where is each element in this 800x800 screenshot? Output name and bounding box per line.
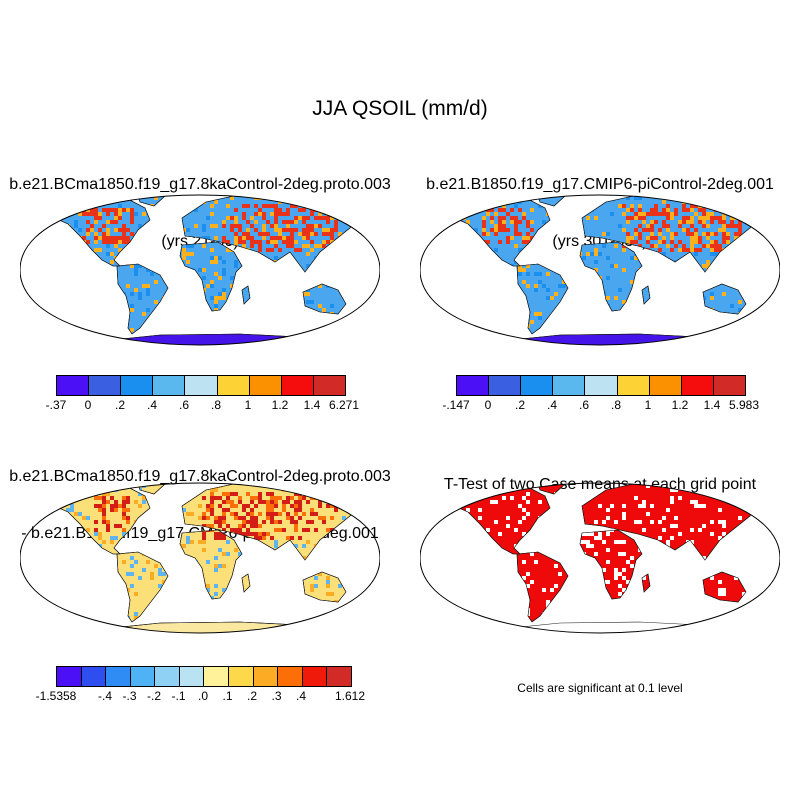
colorbar-swatch — [130, 667, 156, 686]
panel-1-title-line1: b.e21.BCma1850.f19_g17.8kaControl-2deg.p… — [9, 176, 391, 193]
colorbar-tick-label: -.3 — [122, 689, 137, 703]
map-land-southAmerica — [116, 263, 169, 335]
colorbar-panel-2 — [456, 375, 746, 396]
colorbar-tick-label: .4 — [146, 398, 158, 412]
colorbar-swatch — [489, 376, 522, 395]
colorbar-tick-label: 1.612 — [334, 689, 366, 703]
map-outline — [20, 482, 380, 634]
figure-title: JJA QSOIL (mm/d) — [312, 97, 488, 120]
colorbar-swatch — [217, 376, 250, 395]
colorbar-swatch — [179, 667, 205, 686]
colorbar-tick-label: 0 — [84, 398, 92, 412]
map-land-southAmerica — [516, 263, 569, 335]
colorbar-swatch — [57, 667, 82, 686]
colorbar-tick-label: .8 — [210, 398, 222, 412]
map-outline — [420, 194, 780, 346]
colorbar-tick-label: 6.271 — [328, 398, 360, 412]
map-outline — [20, 194, 380, 346]
colorbar-tick-label: -.37 — [45, 398, 67, 412]
map-panel-4-ttest — [420, 482, 780, 634]
colorbar-swatch — [521, 376, 554, 395]
colorbar-tick-label: .4 — [546, 398, 558, 412]
colorbar-swatch — [153, 376, 186, 395]
map-land-northAmerica — [41, 483, 151, 555]
map-land-madagascar — [641, 285, 651, 305]
colorbar-swatch — [278, 667, 303, 686]
colorbar-swatch — [106, 667, 131, 686]
colorbar-tick-label: .1 — [222, 689, 233, 703]
colorbar-tick-label: .6 — [178, 398, 190, 412]
map-panel-2 — [420, 194, 780, 346]
colorbar-tick-label: 0 — [484, 398, 492, 412]
colorbar-panel-1 — [56, 375, 346, 396]
colorbar-panel-2-ticks: -.147 0 .2 .4 .6 .8 1 1.2 1.4 5.983 — [442, 398, 759, 414]
colorbar-tick-label: -.2 — [146, 689, 162, 703]
colorbar-tick-label: .8 — [610, 398, 622, 412]
colorbar-swatch — [617, 376, 650, 395]
map-land-madagascar — [241, 573, 251, 593]
colorbar-panel-3 — [56, 666, 352, 687]
colorbar-tick-label: 1.4 — [303, 398, 321, 412]
colorbar-tick-label: -1.5358 — [35, 689, 77, 703]
colorbar-swatch — [185, 376, 218, 395]
colorbar-swatch — [204, 667, 230, 686]
colorbar-tick-label: 1 — [244, 398, 252, 412]
colorbar-swatch — [302, 667, 328, 686]
colorbar-panel-1-ticks: -.37 0 .2 .4 .6 .8 1 1.2 1.4 6.271 — [46, 398, 359, 414]
colorbar-swatch — [585, 376, 618, 395]
colorbar-swatch — [553, 376, 586, 395]
colorbar-tick-label: .4 — [295, 689, 307, 703]
colorbar-swatch — [327, 667, 351, 686]
colorbar-swatch — [681, 376, 714, 395]
colorbar-tick-label: .3 — [271, 689, 282, 703]
colorbar-tick-label: .2 — [246, 689, 258, 703]
colorbar-tick-label: .6 — [578, 398, 590, 412]
map-land-northAmerica — [41, 195, 151, 267]
map-land-madagascar — [241, 285, 251, 305]
colorbar-swatch — [249, 376, 282, 395]
map-panel-3-difference — [20, 482, 380, 634]
colorbar-swatch — [253, 667, 279, 686]
panel-2-title-line1: b.e21.B1850.f19_g17.CMIP6-piControl-2deg… — [426, 176, 774, 193]
colorbar-swatch — [229, 667, 254, 686]
colorbar-swatch — [155, 667, 180, 686]
colorbar-swatch — [121, 376, 154, 395]
colorbar-tick-label: -.147 — [442, 398, 470, 412]
colorbar-tick-label: 1 — [644, 398, 652, 412]
colorbar-swatch — [89, 376, 122, 395]
map-land-australia — [702, 571, 747, 603]
colorbar-tick-label: .2 — [514, 398, 526, 412]
colorbar-tick-label: .0 — [197, 689, 209, 703]
significance-note: Cells are significant at 0.1 level — [517, 681, 683, 695]
colorbar-tick-label: -.1 — [171, 689, 186, 703]
colorbar-tick-label: 1.2 — [671, 398, 689, 412]
colorbar-swatch — [57, 376, 90, 395]
colorbar-swatch — [281, 376, 314, 395]
map-outline — [420, 482, 780, 634]
map-land-northAmerica — [441, 483, 551, 555]
map-panel-1 — [20, 194, 380, 346]
colorbar-panel-3-ticks: -1.5358 -.4 -.3 -.2 -.1 .0 .1 .2 .3 .4 1.612 — [36, 689, 365, 705]
colorbar-tick-label: .2 — [114, 398, 126, 412]
colorbar-swatch — [649, 376, 682, 395]
colorbar-swatch — [81, 667, 107, 686]
colorbar-swatch — [457, 376, 490, 395]
colorbar-tick-label: 1.4 — [703, 398, 721, 412]
colorbar-swatch — [713, 376, 745, 395]
panel-3-title-line1: b.e21.BCma1850.f19_g17.8kaControl-2deg.p… — [9, 468, 391, 485]
colorbar-tick-label: 1.2 — [271, 398, 289, 412]
colorbar-tick-label: -.4 — [97, 689, 113, 703]
colorbar-tick-label: 5.983 — [728, 398, 760, 412]
colorbar-swatch — [313, 376, 345, 395]
